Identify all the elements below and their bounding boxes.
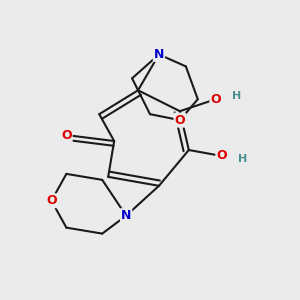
Text: O: O — [210, 93, 221, 106]
Text: O: O — [61, 129, 72, 142]
Text: N: N — [121, 209, 131, 222]
Text: H: H — [238, 154, 247, 164]
Text: O: O — [216, 149, 227, 163]
Text: O: O — [175, 114, 185, 127]
Text: N: N — [154, 48, 164, 61]
Text: H: H — [232, 91, 241, 101]
Text: O: O — [46, 194, 57, 207]
